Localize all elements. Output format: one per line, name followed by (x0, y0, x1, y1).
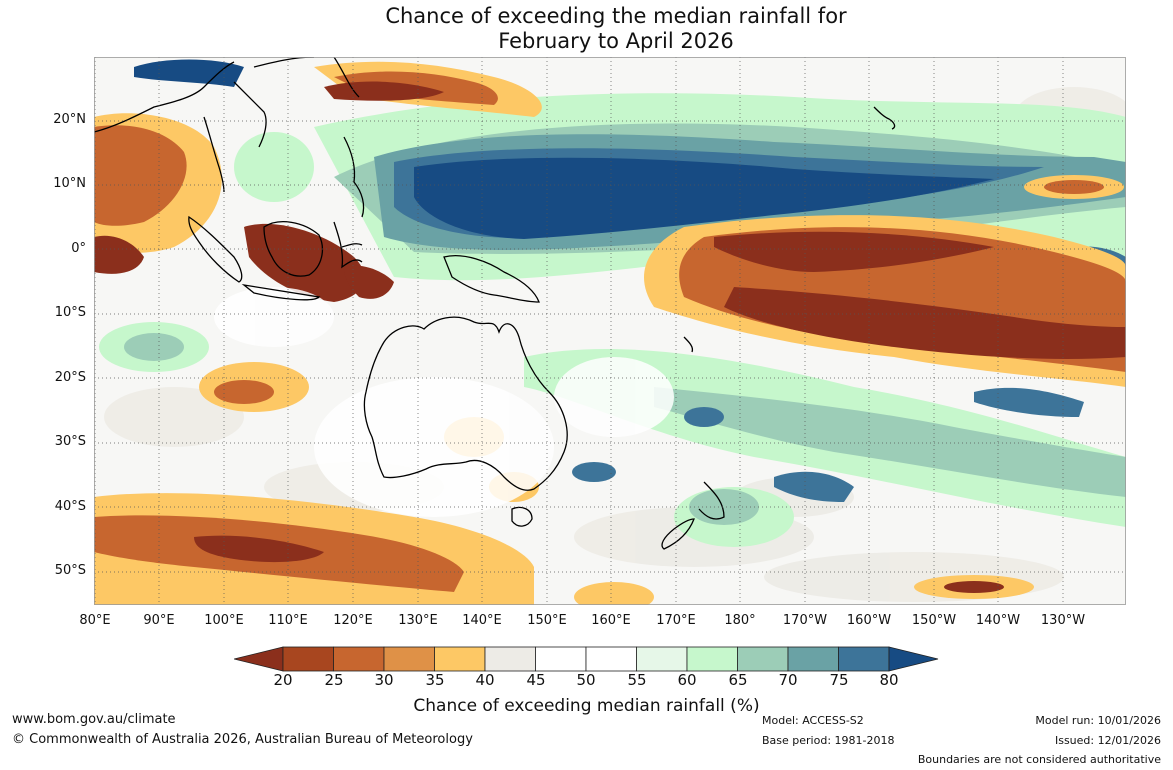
lon-label: 170°W (782, 613, 828, 628)
lon-label: 150°W (911, 613, 957, 628)
lat-label: 20°N (53, 112, 86, 127)
hawaii-coastline (873, 106, 896, 130)
colorbar-tick: 30 (374, 671, 394, 689)
base-period: Base period: 1981-2018 (762, 734, 895, 747)
colorbar-swatch (484, 646, 536, 672)
boundaries-disclaimer: Boundaries are not considered authoritat… (917, 753, 1161, 766)
asia-coastline (94, 57, 360, 193)
lon-label: 170°E (656, 613, 696, 628)
sumatra-coastline (188, 215, 243, 283)
lon-label: 130°W (1040, 613, 1086, 628)
colorbar-tick: 20 (273, 671, 293, 689)
colorbar-swatch (333, 646, 385, 672)
lon-label: 110°E (268, 613, 308, 628)
lat-label: 30°S (54, 434, 86, 449)
wetter-strong-areas (134, 59, 1126, 502)
colorbar-swatch (686, 646, 738, 672)
colorbar-tick: 70 (778, 671, 798, 689)
map-frame (94, 57, 1126, 605)
lon-label: 130°E (398, 613, 438, 628)
model-name: Model: ACCESS-S2 (762, 714, 864, 727)
colorbar-tick: 50 (576, 671, 596, 689)
colorbar-tick: 75 (829, 671, 849, 689)
colorbar-swatch (585, 646, 637, 672)
colorbar-swatch (787, 646, 839, 672)
colorbar-tick: 25 (324, 671, 344, 689)
new-zealand-coastline (661, 481, 725, 550)
colorbar (234, 646, 939, 672)
colorbar-swatch (838, 646, 890, 672)
tasmania-coastline (511, 506, 533, 527)
java-coastline (241, 283, 321, 301)
colorbar-tick: 35 (425, 671, 445, 689)
drier-strong-areas (94, 81, 1126, 593)
lon-label: 100°E (204, 613, 244, 628)
coastlines (94, 57, 896, 550)
sulawesi-coastline (333, 221, 363, 269)
colorbar-tick: 60 (677, 671, 697, 689)
colorbar-label: Chance of exceeding median rainfall (%) (413, 696, 760, 716)
rainfall-map (94, 57, 1126, 605)
lon-label: 90°E (143, 613, 175, 628)
borneo-coastline (263, 221, 323, 277)
fiji-coastline (683, 336, 694, 353)
title-line-1: Chance of exceeding the median rainfall … (385, 4, 847, 28)
colorbar-tick: 45 (526, 671, 546, 689)
website-link[interactable]: www.bom.gov.au/climate (12, 712, 176, 727)
title-line-2: February to April 2026 (498, 29, 734, 53)
lon-label: 140°W (975, 613, 1021, 628)
model-run-date: Model run: 10/01/2026 (1035, 714, 1161, 727)
copyright-text: © Commonwealth of Australia 2026, Austra… (12, 732, 473, 747)
colorbar-swatch (636, 646, 688, 672)
lon-label: 160°W (846, 613, 892, 628)
lon-label: 160°E (591, 613, 631, 628)
philippines-coastline (343, 136, 365, 218)
colorbar-swatch (434, 646, 486, 672)
map-title: Chance of exceeding the median rainfall … (0, 4, 1173, 54)
colorbar-tick: 80 (879, 671, 899, 689)
lat-label: 10°N (53, 176, 86, 191)
lon-label: 140°E (462, 613, 502, 628)
colorbar-swatch (737, 646, 789, 672)
lon-label: 120°E (333, 613, 373, 628)
lat-label: 0° (71, 241, 86, 256)
colorbar-swatch (535, 646, 587, 672)
colorbar-swatch-high-extend (888, 646, 939, 672)
lat-label: 40°S (54, 499, 86, 514)
colorbar-tick: 40 (475, 671, 495, 689)
colorbar-tick: 55 (627, 671, 647, 689)
issued-date: Issued: 12/01/2026 (1054, 734, 1161, 747)
lon-label: 80°E (79, 613, 111, 628)
new-guinea-coastline (443, 255, 540, 303)
neutral-areas (214, 287, 674, 517)
colorbar-swatch-low-extend (234, 646, 284, 672)
lat-label: 20°S (54, 370, 86, 385)
graticule (94, 57, 1126, 605)
lat-label: 50°S (54, 563, 86, 578)
australia-coastline (363, 316, 568, 491)
lon-label: 180° (724, 613, 756, 628)
colorbar-swatch (383, 646, 435, 672)
colorbar-tick: 65 (728, 671, 748, 689)
lon-label: 150°E (527, 613, 567, 628)
colorbar-swatch (282, 646, 334, 672)
lat-label: 10°S (54, 305, 86, 320)
